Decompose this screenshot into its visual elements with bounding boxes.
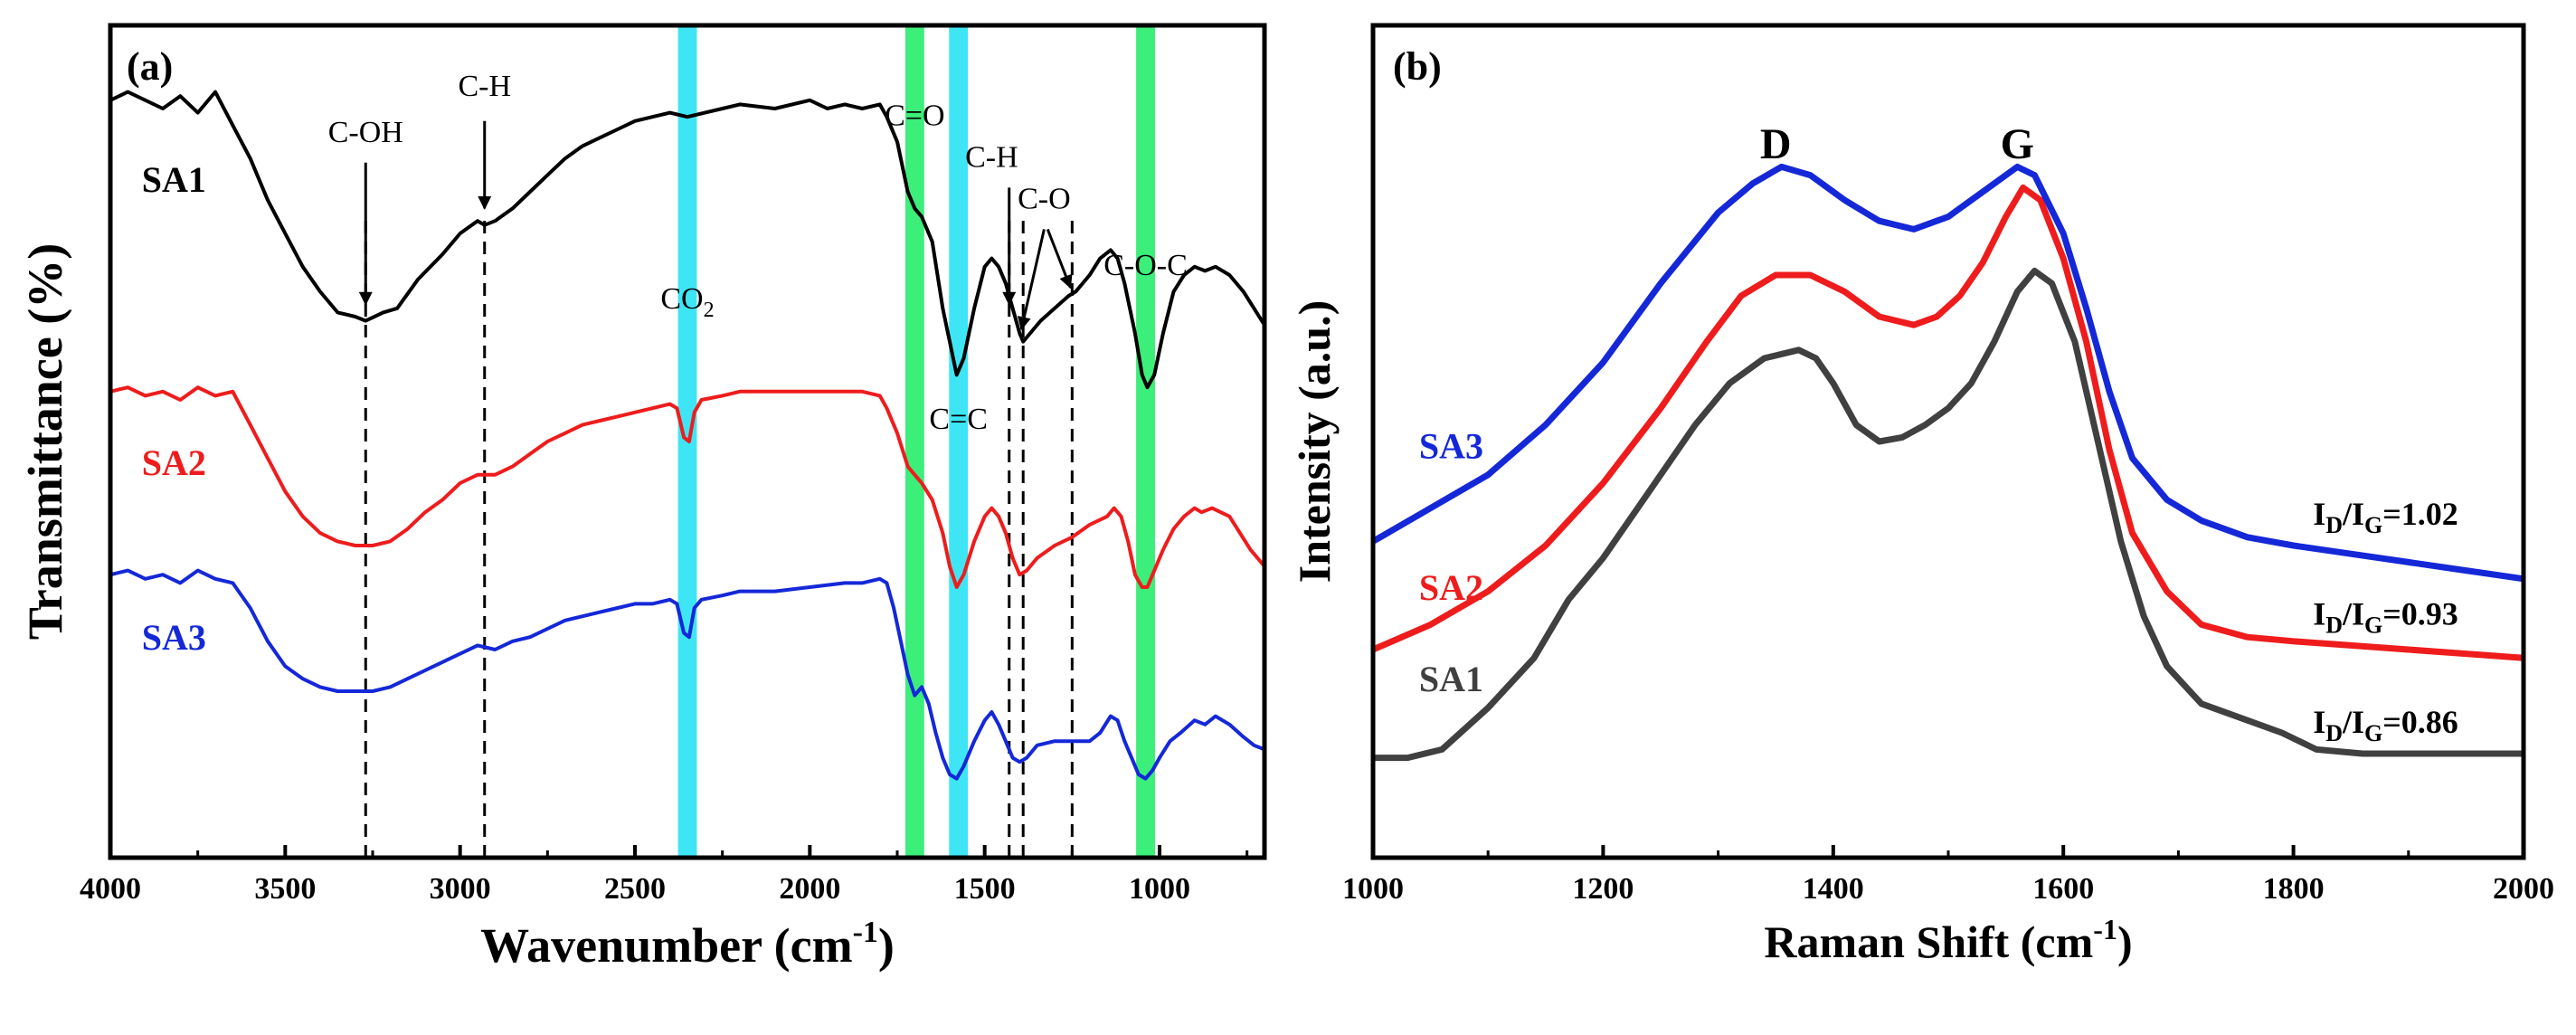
ratio-subscript-g: G [2364,720,2382,746]
ratio-slash-i: /I [2342,595,2364,631]
x-tick-label: 3500 [254,872,316,906]
x-axis-label-close: ) [878,918,895,973]
x-axis-label: Raman Shift (cm-1) [1764,913,2132,967]
x-tick-label: 2000 [779,872,840,906]
ratio-value: =0.86 [2382,704,2458,740]
x-axis-label-superscript: -1 [853,916,878,949]
peak-annotation-text: C-O-C [1103,249,1188,282]
panel-label: (b) [1393,44,1442,89]
plot-frame [108,23,1267,860]
series-label-sa3: SA3 [1419,425,1483,466]
y-axis-label: Transmittance (%) [18,243,72,640]
peak-annotation-text: C-OH [328,116,403,149]
peak-label-g: G [2001,120,2034,168]
peak-label-d: D [1760,120,1792,168]
ratio-subscript-d: D [2325,720,2343,746]
x-tick-label: 1400 [1803,872,1864,906]
series-line-sa1 [1373,267,2524,762]
peak-annotation-text: CO [660,282,703,316]
highlight-band-1700 [904,25,924,858]
peak-annotation-text: C-H [965,140,1018,174]
ratio-i: I [2313,704,2325,740]
ratio-value: =1.02 [2382,496,2458,532]
peak-annotation-3: C=O [885,99,944,132]
x-axis-label-text: Wavenumber (cm [480,918,852,973]
ratio-value: =0.93 [2382,595,2458,631]
x-tick-label: 4000 [80,872,141,906]
peak-annotation-2: CO2 [660,282,714,322]
x-axis-label-text: Raman Shift (cm [1764,916,2093,967]
highlight-band-1040 [1136,25,1155,858]
peak-annotation-0: C-OH [328,116,403,149]
annotation-arrow-3 [1017,229,1046,331]
ratio-subscript-d: D [2325,612,2343,638]
peak-annotation-1: C-H [458,70,511,103]
x-tick-label: 1000 [1342,872,1404,906]
ratio-label-sa2: ID/IG=0.93 [2313,595,2458,638]
x-tick-label: 2000 [2493,872,2554,906]
x-tick-label: 1500 [954,872,1016,906]
x-axis-label: Wavenumber (cm-1) [480,916,895,973]
series-label-sa1: SA1 [142,159,206,200]
annotation-arrow-4 [1046,228,1073,290]
series-line-sa2 [109,385,1266,589]
x-tick-label: 1200 [1572,872,1634,906]
peak-annotation-subscript: 2 [704,299,715,322]
y-axis-label: Intensity (a.u.) [1289,300,1340,584]
ratio-i: I [2313,496,2325,532]
panel-b-raman-chart: SA1SA2SA3ID/IG=0.86ID/IG=0.93ID/IG=1.02D… [1289,23,2554,967]
peak-annotation-text: C=O [885,99,944,132]
ratio-subscript-g: G [2364,612,2382,638]
x-tick-label: 1600 [2032,872,2094,906]
x-axis-label-close: ) [2117,916,2133,967]
ratio-slash-i: /I [2342,704,2364,740]
series-label-sa2: SA2 [1419,567,1483,608]
peak-annotation-4: C-H [965,140,1018,174]
series-label-sa2: SA2 [142,442,206,483]
ratio-subscript-d: D [2325,512,2343,538]
peak-annotation-5: C-O [1018,182,1071,215]
peak-annotation-text: C-H [458,70,511,103]
ratio-subscript-g: G [2364,512,2382,538]
series-label-sa1: SA1 [1419,659,1483,699]
series-label-sa3: SA3 [142,617,206,658]
series-line-sa2 [1371,184,2524,661]
x-tick-label: 1000 [1129,872,1190,906]
series-line-sa3 [109,568,1265,781]
peak-annotation-text: C=C [929,403,988,436]
x-axis-label-superscript: -1 [2093,913,2117,945]
x-tick-label: 3000 [430,872,491,906]
panel-label: (a) [127,44,173,89]
series-line-sa3 [1371,163,2524,583]
ratio-label-sa3: ID/IG=1.02 [2313,496,2458,538]
peak-annotation-text: C-O [1018,182,1071,215]
ratio-label-sa1: ID/IG=0.86 [2313,704,2458,746]
panel-a-ftir-chart: C-OHC-HCO2C=OC-HC-OC=CC-O-CSA1SA2SA34000… [18,23,1267,973]
peak-annotation-6: C=C [929,403,988,436]
ratio-slash-i: /I [2342,496,2364,532]
x-tick-label: 1800 [2263,872,2325,906]
highlight-band-1575 [949,25,969,858]
series-line-sa1 [109,90,1266,390]
peak-annotation-7: C-O-C [1103,249,1188,282]
x-tick-label: 2500 [604,872,666,906]
ratio-i: I [2313,595,2325,631]
